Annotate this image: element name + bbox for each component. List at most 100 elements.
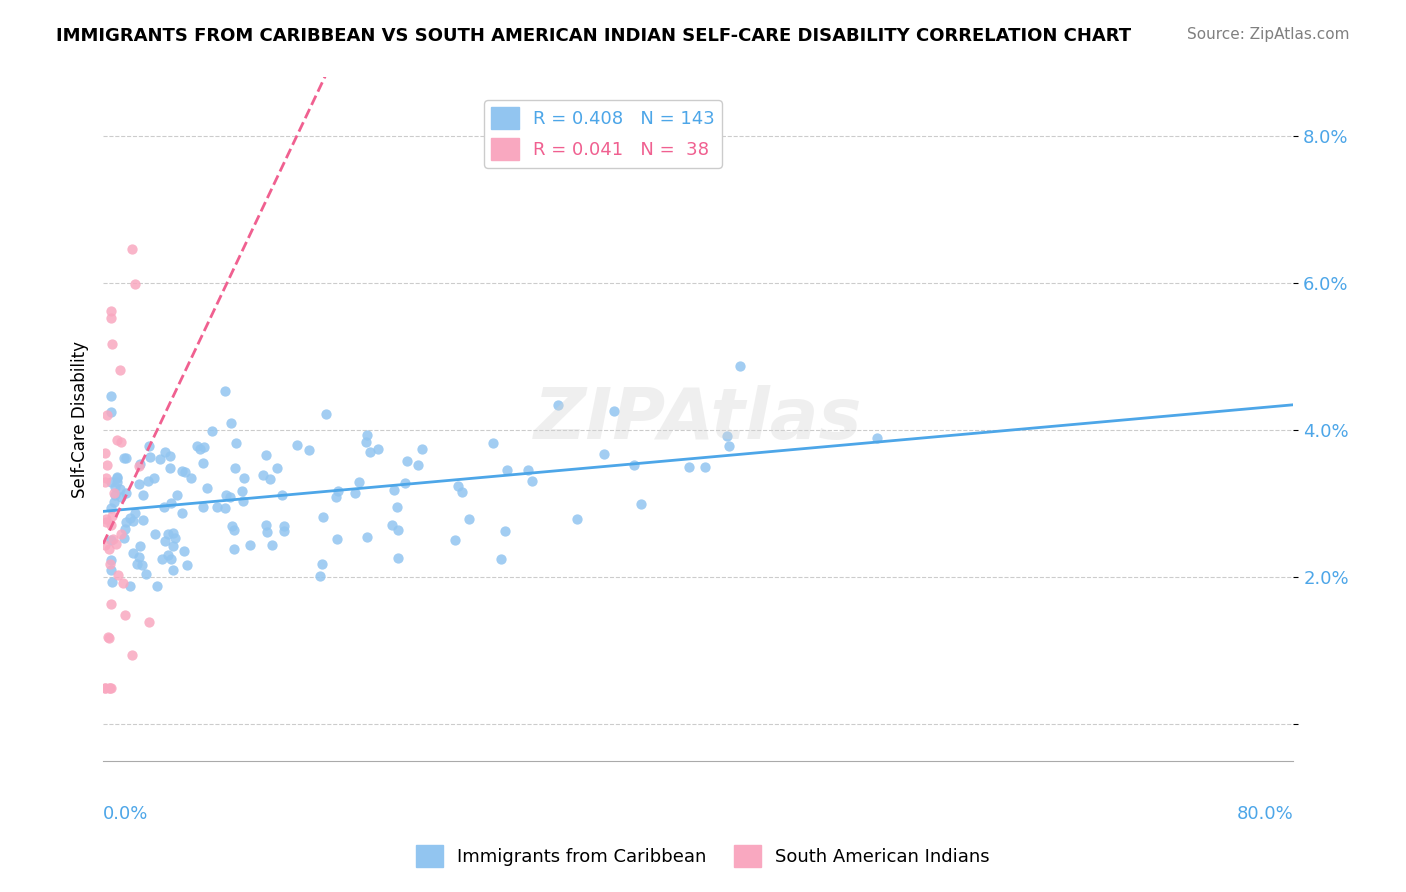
Point	[491, 551, 513, 566]
Point	[221, 519, 243, 533]
Point	[110, 527, 132, 541]
Point	[122, 514, 145, 528]
Point	[214, 384, 236, 398]
Point	[285, 438, 308, 452]
Point	[447, 479, 470, 493]
Point	[252, 467, 274, 482]
Point	[153, 500, 176, 514]
Point	[96, 408, 118, 422]
Point	[547, 398, 569, 412]
Point	[176, 558, 198, 573]
Point	[143, 526, 166, 541]
Point	[160, 551, 183, 566]
Point	[170, 464, 193, 478]
Point	[115, 515, 138, 529]
Point	[100, 501, 122, 516]
Point	[678, 459, 700, 474]
Point	[98, 557, 121, 571]
Point	[145, 579, 167, 593]
Point	[219, 416, 242, 430]
Point	[156, 527, 179, 541]
Point	[347, 475, 370, 489]
Point	[100, 562, 122, 576]
Point	[120, 579, 142, 593]
Point	[225, 436, 247, 450]
Point	[97, 630, 120, 644]
Point	[496, 463, 519, 477]
Point	[103, 494, 125, 508]
Point	[191, 500, 214, 514]
Point	[162, 525, 184, 540]
Point	[97, 541, 120, 556]
Point	[593, 446, 616, 460]
Point	[105, 537, 128, 551]
Point	[93, 537, 115, 551]
Point	[224, 460, 246, 475]
Point	[603, 404, 626, 418]
Text: ZIPAtlas: ZIPAtlas	[534, 384, 862, 454]
Point	[406, 458, 429, 473]
Point	[124, 277, 146, 292]
Point	[100, 552, 122, 566]
Point	[125, 557, 148, 571]
Point	[104, 488, 127, 502]
Point	[131, 488, 153, 502]
Point	[162, 563, 184, 577]
Point	[93, 681, 115, 695]
Point	[115, 486, 138, 500]
Point	[105, 434, 128, 448]
Legend: Immigrants from Caribbean, South American Indians: Immigrants from Caribbean, South America…	[409, 838, 997, 874]
Point	[520, 474, 543, 488]
Point	[567, 512, 589, 526]
Point	[114, 608, 136, 623]
Point	[97, 681, 120, 695]
Point	[273, 519, 295, 533]
Point	[481, 435, 503, 450]
Point	[100, 597, 122, 611]
Point	[105, 471, 128, 485]
Point	[94, 511, 117, 525]
Point	[309, 569, 332, 583]
Point	[266, 461, 288, 475]
Point	[315, 407, 337, 421]
Point	[180, 471, 202, 485]
Point	[112, 532, 135, 546]
Point	[97, 631, 120, 645]
Point	[122, 545, 145, 559]
Point	[159, 495, 181, 509]
Point	[131, 558, 153, 573]
Point	[98, 681, 121, 695]
Legend: R = 0.408   N = 143, R = 0.041   N =  38: R = 0.408 N = 143, R = 0.041 N = 38	[484, 100, 721, 168]
Point	[153, 533, 176, 548]
Point	[121, 648, 143, 662]
Point	[107, 568, 129, 582]
Point	[325, 533, 347, 547]
Point	[100, 475, 122, 489]
Point	[96, 458, 118, 472]
Point	[256, 524, 278, 539]
Point	[387, 551, 409, 566]
Point	[118, 511, 141, 525]
Point	[128, 458, 150, 473]
Point	[100, 518, 122, 533]
Point	[201, 425, 224, 439]
Point	[150, 551, 173, 566]
Point	[343, 486, 366, 500]
Point	[394, 475, 416, 490]
Point	[129, 539, 152, 553]
Point	[359, 444, 381, 458]
Point	[396, 454, 419, 468]
Point	[195, 481, 218, 495]
Point	[630, 497, 652, 511]
Point	[163, 531, 186, 545]
Point	[94, 471, 117, 485]
Point	[411, 442, 433, 456]
Point	[100, 681, 122, 695]
Point	[717, 439, 740, 453]
Point	[356, 435, 378, 450]
Point	[866, 431, 889, 445]
Point	[191, 456, 214, 470]
Point	[100, 389, 122, 403]
Point	[494, 524, 516, 539]
Point	[101, 336, 124, 351]
